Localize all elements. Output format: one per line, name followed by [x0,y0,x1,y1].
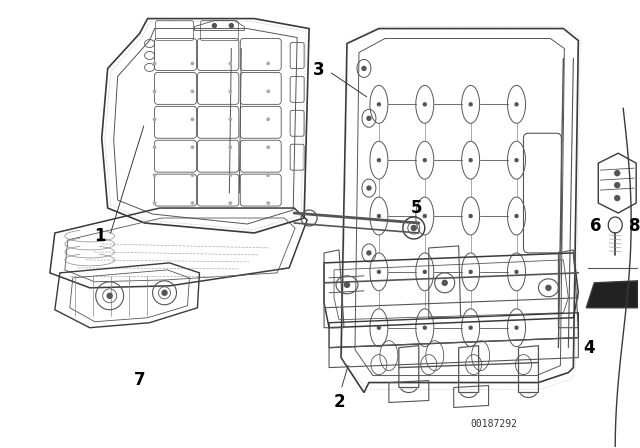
Polygon shape [586,281,638,308]
Circle shape [423,326,426,329]
Circle shape [154,174,156,177]
Circle shape [469,215,472,218]
Circle shape [229,146,232,148]
Circle shape [378,103,380,106]
Circle shape [229,62,232,65]
Circle shape [515,159,518,162]
Circle shape [362,66,366,70]
Text: 1: 1 [94,227,106,245]
Circle shape [469,159,472,162]
Circle shape [515,215,518,218]
Circle shape [191,146,194,148]
Text: 3: 3 [313,61,325,79]
Circle shape [267,146,269,148]
Circle shape [469,326,472,329]
Circle shape [154,62,156,65]
Text: 00187292: 00187292 [470,419,517,429]
Text: 7: 7 [134,370,145,388]
Text: 5: 5 [411,199,422,217]
Circle shape [546,285,551,290]
Text: 2: 2 [333,393,345,411]
Circle shape [229,202,232,204]
Circle shape [267,62,269,65]
Circle shape [367,186,371,190]
Text: 6: 6 [589,217,601,235]
Circle shape [162,290,167,295]
Circle shape [154,202,156,204]
Circle shape [191,118,194,121]
Circle shape [515,103,518,106]
Circle shape [423,215,426,218]
Circle shape [423,159,426,162]
Text: 4: 4 [584,339,595,357]
Circle shape [615,183,620,188]
Circle shape [267,118,269,121]
Circle shape [442,280,447,285]
Circle shape [191,90,194,93]
Circle shape [412,225,416,230]
Circle shape [229,24,234,28]
Circle shape [267,90,269,93]
Circle shape [154,90,156,93]
Circle shape [615,196,620,201]
Circle shape [515,270,518,273]
Circle shape [344,282,349,287]
Circle shape [515,326,518,329]
Circle shape [469,270,472,273]
Circle shape [267,174,269,177]
Text: 8: 8 [629,217,640,235]
Circle shape [229,90,232,93]
Circle shape [378,270,380,273]
Circle shape [191,174,194,177]
Circle shape [212,24,216,28]
Circle shape [154,146,156,148]
Circle shape [107,293,112,298]
Circle shape [378,326,380,329]
Circle shape [229,118,232,121]
Circle shape [267,202,269,204]
Circle shape [378,215,380,218]
Circle shape [154,118,156,121]
Circle shape [469,103,472,106]
Circle shape [191,62,194,65]
Circle shape [423,270,426,273]
Circle shape [191,202,194,204]
Circle shape [423,103,426,106]
Circle shape [229,174,232,177]
Circle shape [378,159,380,162]
Circle shape [615,171,620,176]
Circle shape [367,251,371,255]
Circle shape [367,116,371,121]
